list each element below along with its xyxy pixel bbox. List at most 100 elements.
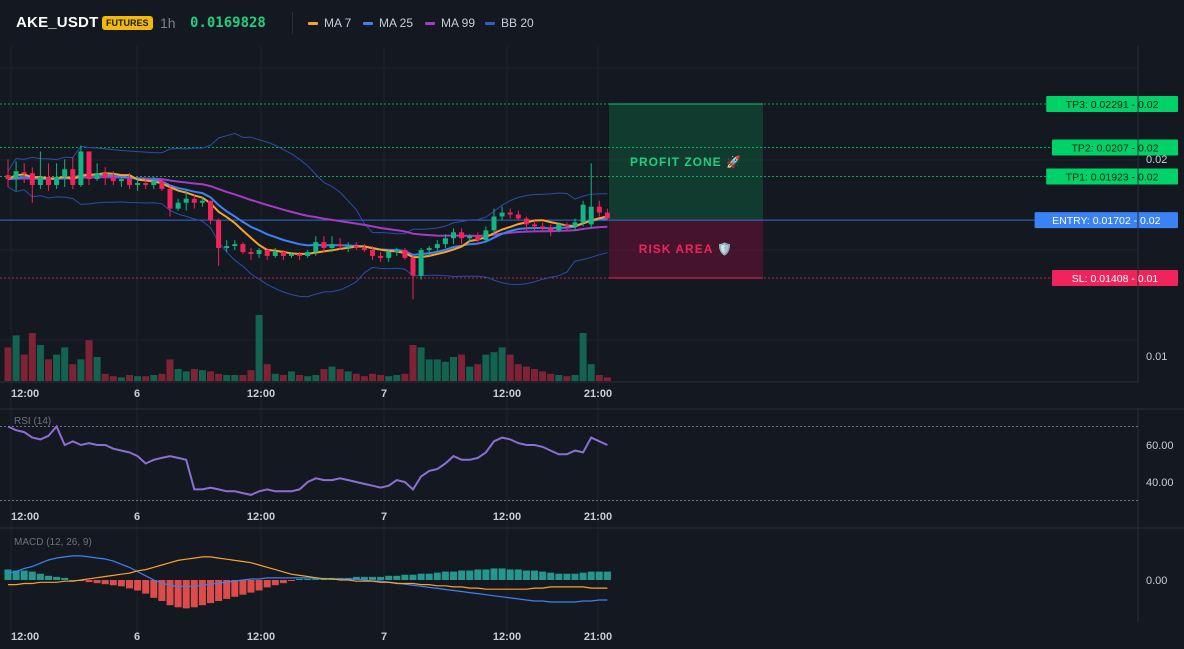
volume-bar-26 (215, 373, 223, 381)
legend-bb20-label: BB 20 (501, 16, 534, 30)
candle-body-71 (580, 204, 586, 223)
candle-body-5 (46, 177, 51, 185)
volume-bar-65 (531, 369, 538, 381)
macd-hist-bar-28 (231, 580, 239, 597)
candle-body-30 (248, 251, 254, 254)
candle-body-66 (540, 226, 546, 229)
volume-bar-57 (466, 366, 474, 381)
macd-hist-bar-20 (166, 580, 174, 606)
candle-body-16 (135, 183, 141, 185)
candle-body-10 (86, 151, 92, 180)
candle-body-35 (289, 253, 294, 256)
candles (5, 145, 610, 300)
level-tag-text-3: ENTRY: 0.01702 - 0.02 (1052, 215, 1161, 227)
candle-body-47 (386, 251, 392, 258)
legend-ma7-label: MA 7 (324, 16, 352, 30)
candle-body-18 (151, 181, 157, 185)
macd-signal-line (8, 556, 608, 590)
ma25-line (7, 173, 608, 256)
candle-body-52 (426, 248, 432, 251)
legend-ma99[interactable]: MA 99 (425, 16, 475, 30)
volume-bar-19 (158, 373, 166, 381)
candle-body-65 (532, 224, 537, 227)
candle-body-48 (394, 250, 400, 252)
volume-bar-1 (12, 335, 20, 381)
candle-body-27 (224, 246, 230, 249)
candle-body-41 (337, 244, 343, 247)
x-tick-main-1: 6 (134, 388, 140, 400)
x-tick-main-5: 21:00 (584, 388, 612, 400)
level-tag-0 (1046, 96, 1178, 112)
macd-hist-bar-51 (417, 573, 425, 580)
macd-hist-bar-38 (312, 577, 320, 580)
macd-hist-bar-29 (239, 580, 247, 595)
candle-body-43 (353, 246, 359, 249)
candle-body-1 (13, 171, 19, 180)
macd-hist-bar-16 (134, 580, 142, 591)
volume-bar-59 (482, 354, 490, 381)
level-tag-2 (1046, 168, 1178, 185)
volume-bar-69 (563, 376, 571, 381)
macd-hist-bar-0 (4, 569, 12, 580)
macd-hist-bar-24 (198, 580, 206, 606)
macd-hist-bar-27 (223, 580, 231, 599)
macd-hist-bar-32 (263, 580, 271, 588)
candle-body-28 (232, 244, 238, 247)
timeframe-label[interactable]: 1h (160, 15, 176, 31)
macd-hist-bar-35 (288, 580, 295, 582)
volume-bar-25 (207, 371, 214, 381)
profit-zone-box (609, 104, 763, 221)
legend-ma99-label: MA 99 (441, 16, 476, 30)
volume-bar-49 (401, 373, 409, 381)
candle-body-21 (175, 202, 181, 209)
volume-bar-64 (522, 366, 530, 381)
legend-ma7[interactable]: MA 7 (308, 16, 351, 30)
candle-body-22 (183, 198, 189, 203)
macd-hist-bar-54 (441, 571, 449, 580)
volume-bar-71 (579, 333, 587, 381)
volume-bar-52 (425, 359, 433, 381)
candle-body-15 (127, 179, 132, 185)
macd-hist-bar-58 (474, 569, 482, 580)
volume-bar-54 (441, 361, 449, 381)
macd-hist-bar-21 (174, 580, 182, 608)
x-tick-macd-1: 6 (134, 631, 140, 643)
macd-hist-bar-10 (85, 580, 93, 583)
macd-hist-bar-30 (247, 580, 255, 593)
candle-body-32 (264, 250, 270, 256)
macd-hist-bar-33 (271, 580, 279, 586)
legend-bb20[interactable]: BB 20 (485, 16, 534, 30)
symbol-title[interactable]: AKE_USDT (16, 14, 99, 31)
level-tag-text-0: TP3: 0.02291 - 0.02 (1066, 99, 1159, 111)
candle-body-62 (507, 212, 513, 215)
volume-bar-22 (182, 371, 190, 381)
x-tick-rsi-3: 7 (381, 511, 387, 523)
volume-bar-30 (247, 370, 255, 381)
macd-hist-bar-69 (563, 573, 571, 580)
volume-bar-33 (271, 373, 279, 381)
volume-bar-11 (93, 357, 101, 381)
macd-hist-bar-53 (433, 572, 441, 580)
candle-body-70 (572, 222, 578, 227)
macd-hist-bar-65 (531, 570, 538, 580)
bb-lower-line (7, 186, 608, 298)
volume-bar-42 (344, 371, 352, 381)
volume-bar-48 (393, 375, 401, 381)
volume-bar-44 (360, 376, 368, 381)
macd-hist-bar-56 (458, 570, 466, 580)
macd-hist-bar-74 (603, 571, 611, 580)
macd-hist-bar-12 (101, 580, 109, 585)
candle-body-55 (451, 232, 456, 239)
macd-hist-bar-52 (425, 573, 433, 580)
bb-upper-line (7, 132, 608, 235)
macd-hist-bar-62 (506, 569, 514, 580)
volume-bar-62 (506, 354, 514, 381)
candle-body-72 (588, 206, 594, 225)
volume-bar-37 (304, 376, 312, 381)
legend-ma25[interactable]: MA 25 (363, 16, 413, 30)
candle-body-64 (523, 218, 529, 225)
macd-hist-bar-68 (555, 573, 563, 580)
volume-bar-18 (150, 375, 158, 381)
macd-hist-bar-19 (158, 580, 166, 601)
